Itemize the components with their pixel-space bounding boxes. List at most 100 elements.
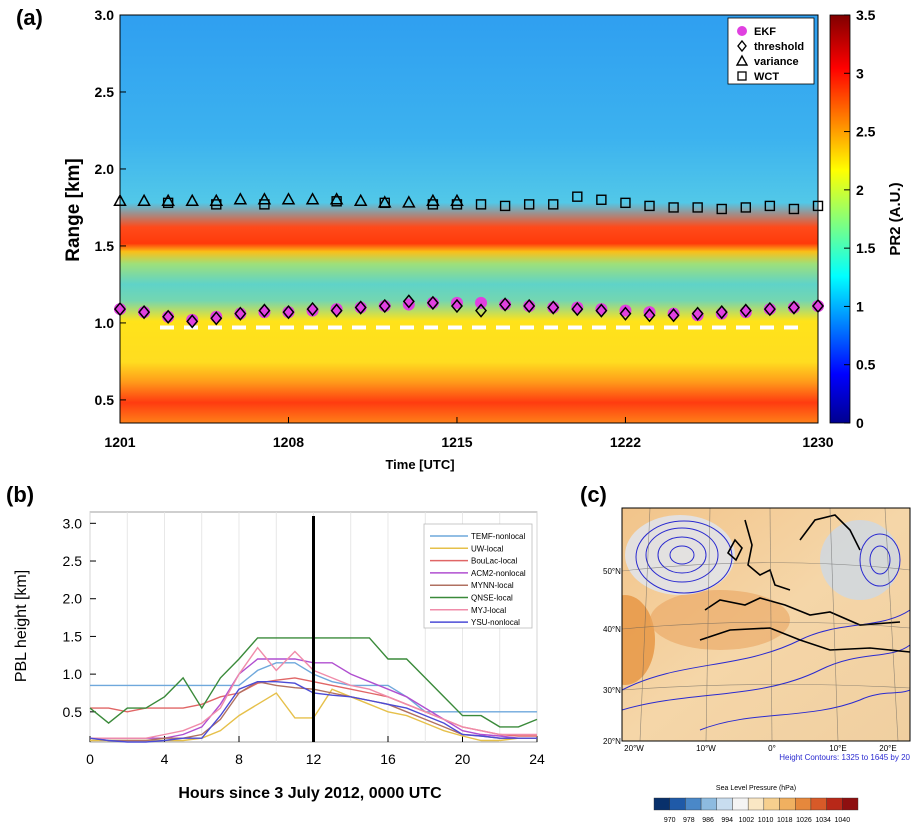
- colorbar-tick-label: 2: [856, 182, 864, 198]
- variance-point: [402, 195, 416, 208]
- wct-point: [523, 199, 535, 210]
- longitude-label: 10°W: [696, 744, 716, 753]
- x-tick-label: 16: [380, 751, 396, 767]
- y-tick-label: 3.0: [63, 515, 83, 531]
- legend-label: variance: [754, 56, 799, 68]
- ekf-point: [402, 298, 415, 311]
- colorbar-tick-label: 1034: [815, 817, 831, 824]
- wct-point: [620, 197, 631, 209]
- wct-point: [379, 197, 390, 209]
- colorbar-bin: [747, 797, 765, 811]
- legend-label: TEMF-nonlocal: [471, 532, 525, 541]
- threshold-point: [186, 314, 199, 329]
- threshold-point: [354, 300, 367, 315]
- colorbar-tick-label: 994: [721, 817, 733, 824]
- threshold-point: [739, 303, 752, 318]
- wct-point: [596, 194, 607, 205]
- wct-point: [764, 200, 776, 212]
- legend-label: WCT: [754, 71, 779, 83]
- colorbar-tick-label: 2.5: [856, 124, 876, 140]
- x-tick-label: 1208: [273, 434, 304, 450]
- wct-point: [427, 199, 439, 210]
- threshold-point: [812, 298, 824, 314]
- threshold-point: [691, 306, 704, 321]
- threshold-point: [499, 297, 512, 312]
- y-tick-label: 2.5: [63, 553, 83, 569]
- x-tick-label: 0: [86, 751, 94, 767]
- map-footer: Height Contours: 1325 to 1645 by 20: [779, 753, 910, 762]
- threshold-point: [595, 303, 608, 318]
- threshold-point: [138, 304, 151, 320]
- threshold-point: [234, 306, 247, 321]
- legend-variance-symbol: [735, 54, 749, 66]
- threshold-point: [114, 301, 126, 317]
- variance-point: [305, 192, 320, 205]
- colorbar-tick-label: 1040: [835, 817, 851, 824]
- wct-point: [499, 200, 511, 212]
- ekf-point: [475, 296, 488, 309]
- x-tick-label: 24: [529, 751, 545, 767]
- y-tick-label: 0.5: [95, 392, 115, 408]
- panel-c: (c): [580, 482, 911, 824]
- x-tick-label: 4: [161, 751, 169, 767]
- wct-point: [716, 203, 727, 215]
- wct-point: [788, 203, 800, 215]
- variance-point: [233, 192, 248, 205]
- threshold-point: [306, 301, 319, 317]
- ekf-point: [643, 306, 656, 319]
- latitude-label: 30°N: [603, 686, 621, 695]
- variance-point: [257, 192, 272, 205]
- y-tick-label: 1.0: [95, 315, 115, 331]
- wct-point: [572, 191, 583, 202]
- colorbar-bin: [810, 797, 827, 811]
- y-tick-label: 0.5: [63, 704, 83, 720]
- colorbar-tick-label: 1026: [796, 817, 812, 824]
- legend-label: MYNN-local: [471, 581, 514, 590]
- wct-point: [162, 197, 174, 209]
- y-axis-label: Range [km]: [63, 158, 84, 261]
- longitude-label: 0°: [768, 744, 776, 753]
- ekf-point: [450, 296, 463, 309]
- x-tick-label: 1230: [802, 434, 833, 450]
- latitude-label: 50°N: [603, 567, 621, 576]
- colorbar-tick-label: 978: [683, 817, 695, 824]
- y-axis-label: PBL height [km]: [13, 570, 30, 682]
- panel-label-a: (a): [16, 5, 43, 30]
- colorbar-bin: [653, 797, 670, 811]
- colorbar-tick-label: 1: [856, 298, 864, 314]
- colorbar-bin: [716, 797, 733, 811]
- wct-point: [692, 202, 703, 213]
- legend-label: QNSE-local: [471, 594, 513, 603]
- colorbar-ticks: 0 0.5 1 1.5 2 2.5 3 3.5: [844, 7, 876, 431]
- latitude-labels: 50°N 40°N 30°N 20°N: [603, 567, 621, 746]
- threshold-point: [258, 303, 271, 318]
- colorbar-tick-label: 1018: [777, 817, 793, 824]
- y-tick-label: 1.5: [95, 238, 115, 254]
- wct-point: [211, 199, 222, 210]
- longitude-label: 20°W: [624, 744, 644, 753]
- panel-b: 0 4 8 12 16 20 24 0.5 1.0 1.5 2.0 2.5 3.0 TEMF-nonlo…: [6, 482, 545, 802]
- colorbar-bin: [779, 797, 796, 811]
- x-axis-label: Hours since 3 July 2012, 0000 UTC: [178, 785, 442, 802]
- threshold-point: [282, 304, 295, 320]
- y-tick-label: 1.0: [63, 666, 83, 682]
- ekf-point: [619, 304, 632, 317]
- colorbar-label: PR2 (A.U.): [887, 182, 904, 255]
- variance-point: [281, 192, 296, 205]
- legend-label: ACM2-nonlocal: [471, 569, 526, 578]
- colorbar-bin: [826, 797, 843, 811]
- wct-point: [668, 202, 679, 213]
- wct-point: [740, 202, 751, 213]
- sea-level-pressure-map: [622, 508, 910, 741]
- x-tick-label: 1201: [104, 434, 135, 450]
- x-tick-label: 20: [455, 751, 471, 767]
- wct-point: [812, 200, 824, 212]
- panel-label-b: (b): [6, 482, 34, 507]
- threshold-point: [547, 300, 560, 315]
- legend-wct-symbol: [737, 71, 747, 81]
- latitude-label: 40°N: [603, 625, 621, 634]
- y-tick-label: 2.5: [95, 84, 115, 100]
- y-tick-label: 1.5: [63, 628, 83, 644]
- threshold-point: [643, 308, 656, 323]
